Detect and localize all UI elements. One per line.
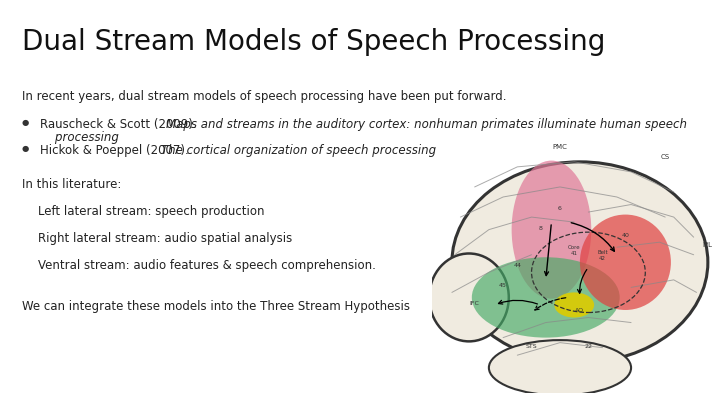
Text: ●: ● xyxy=(22,144,30,153)
Text: ●: ● xyxy=(22,118,30,127)
Text: Right lateral stream: audio spatial analysis: Right lateral stream: audio spatial anal… xyxy=(38,232,292,245)
Text: 6: 6 xyxy=(558,206,562,211)
Text: IPL: IPL xyxy=(702,242,712,248)
Text: The cortical organization of speech processing: The cortical organization of speech proc… xyxy=(161,144,436,157)
Text: 44: 44 xyxy=(513,263,521,268)
Text: In this literature:: In this literature: xyxy=(22,178,122,191)
Text: Maps and streams in the auditory cortex: nonhuman primates illuminate human spee: Maps and streams in the auditory cortex:… xyxy=(166,118,687,131)
Text: 8: 8 xyxy=(538,226,542,230)
Text: Ventral stream: audio features & speech comprehension.: Ventral stream: audio features & speech … xyxy=(38,259,376,272)
Text: 22: 22 xyxy=(585,344,593,349)
Text: PMC: PMC xyxy=(552,144,567,150)
Text: AO: AO xyxy=(575,309,585,313)
Text: 40: 40 xyxy=(621,233,629,238)
Ellipse shape xyxy=(472,257,620,338)
Text: We can integrate these models into the Three Stream Hypothesis: We can integrate these models into the T… xyxy=(22,300,410,313)
Text: IFC: IFC xyxy=(469,301,480,306)
Text: Hickok & Poeppel (2007).: Hickok & Poeppel (2007). xyxy=(40,144,192,157)
Ellipse shape xyxy=(580,215,671,310)
Text: Left lateral stream: speech production: Left lateral stream: speech production xyxy=(38,205,264,218)
Text: STS: STS xyxy=(526,344,537,349)
Ellipse shape xyxy=(452,162,708,363)
Text: In recent years, dual stream models of speech processing have been put forward.: In recent years, dual stream models of s… xyxy=(22,90,506,103)
Text: Core
41: Core 41 xyxy=(568,245,580,256)
Ellipse shape xyxy=(554,292,594,318)
Text: Dual Stream Models of Speech Processing: Dual Stream Models of Speech Processing xyxy=(22,28,606,56)
Text: Rauscheck & Scott (2009).: Rauscheck & Scott (2009). xyxy=(40,118,200,131)
Text: processing: processing xyxy=(40,131,119,144)
Text: CS: CS xyxy=(661,154,670,160)
Text: 45: 45 xyxy=(499,284,507,288)
Text: Belt
42: Belt 42 xyxy=(598,250,608,261)
Ellipse shape xyxy=(512,160,591,299)
Ellipse shape xyxy=(429,254,509,341)
Ellipse shape xyxy=(489,340,631,395)
